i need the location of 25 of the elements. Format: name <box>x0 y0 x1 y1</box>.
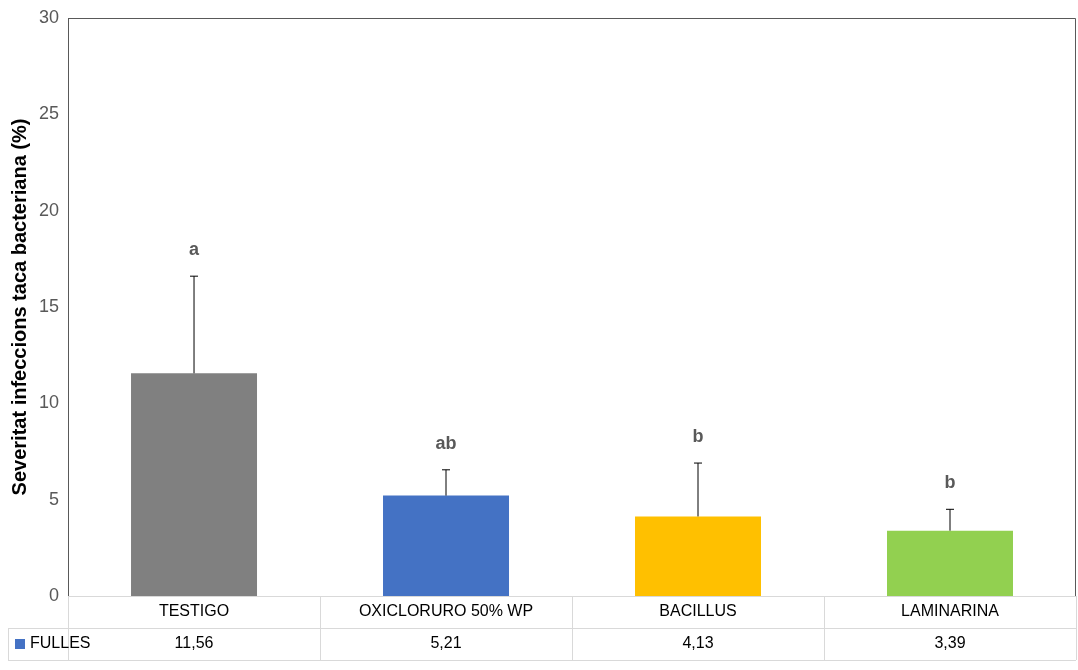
annotation: b <box>692 426 704 447</box>
y-tick-label: 0 <box>49 584 60 605</box>
annotation: a <box>189 239 201 260</box>
y-tick-label: 10 <box>38 392 60 413</box>
data-label: 4,13 <box>682 634 714 652</box>
x-tick-label: OXICLORURO 50% WP <box>358 602 534 620</box>
annotation: ab <box>435 432 457 453</box>
annotation: b <box>944 472 956 493</box>
bar <box>635 516 762 596</box>
data-label: 5,21 <box>430 634 462 652</box>
x-tick-label: TESTIGO <box>158 602 230 620</box>
x-tick-label: BACILLUS <box>659 602 737 620</box>
data-label: 3,39 <box>934 634 966 652</box>
y-tick-label: 5 <box>49 488 60 509</box>
legend-label: FULLES <box>30 634 91 652</box>
data-label: 11,56 <box>174 634 214 652</box>
bar <box>887 530 1013 596</box>
x-tick-label: LAMINARINA <box>901 602 1000 620</box>
y-tick-label: 15 <box>38 295 60 316</box>
y-tick-label: 20 <box>38 199 60 220</box>
y-tick-label: 30 <box>38 6 60 27</box>
bar <box>131 373 258 596</box>
bar <box>383 495 510 596</box>
y-tick-label: 25 <box>38 103 60 124</box>
y-axis-title: Severitat infeccions taca bacteriana (%) <box>7 118 30 496</box>
